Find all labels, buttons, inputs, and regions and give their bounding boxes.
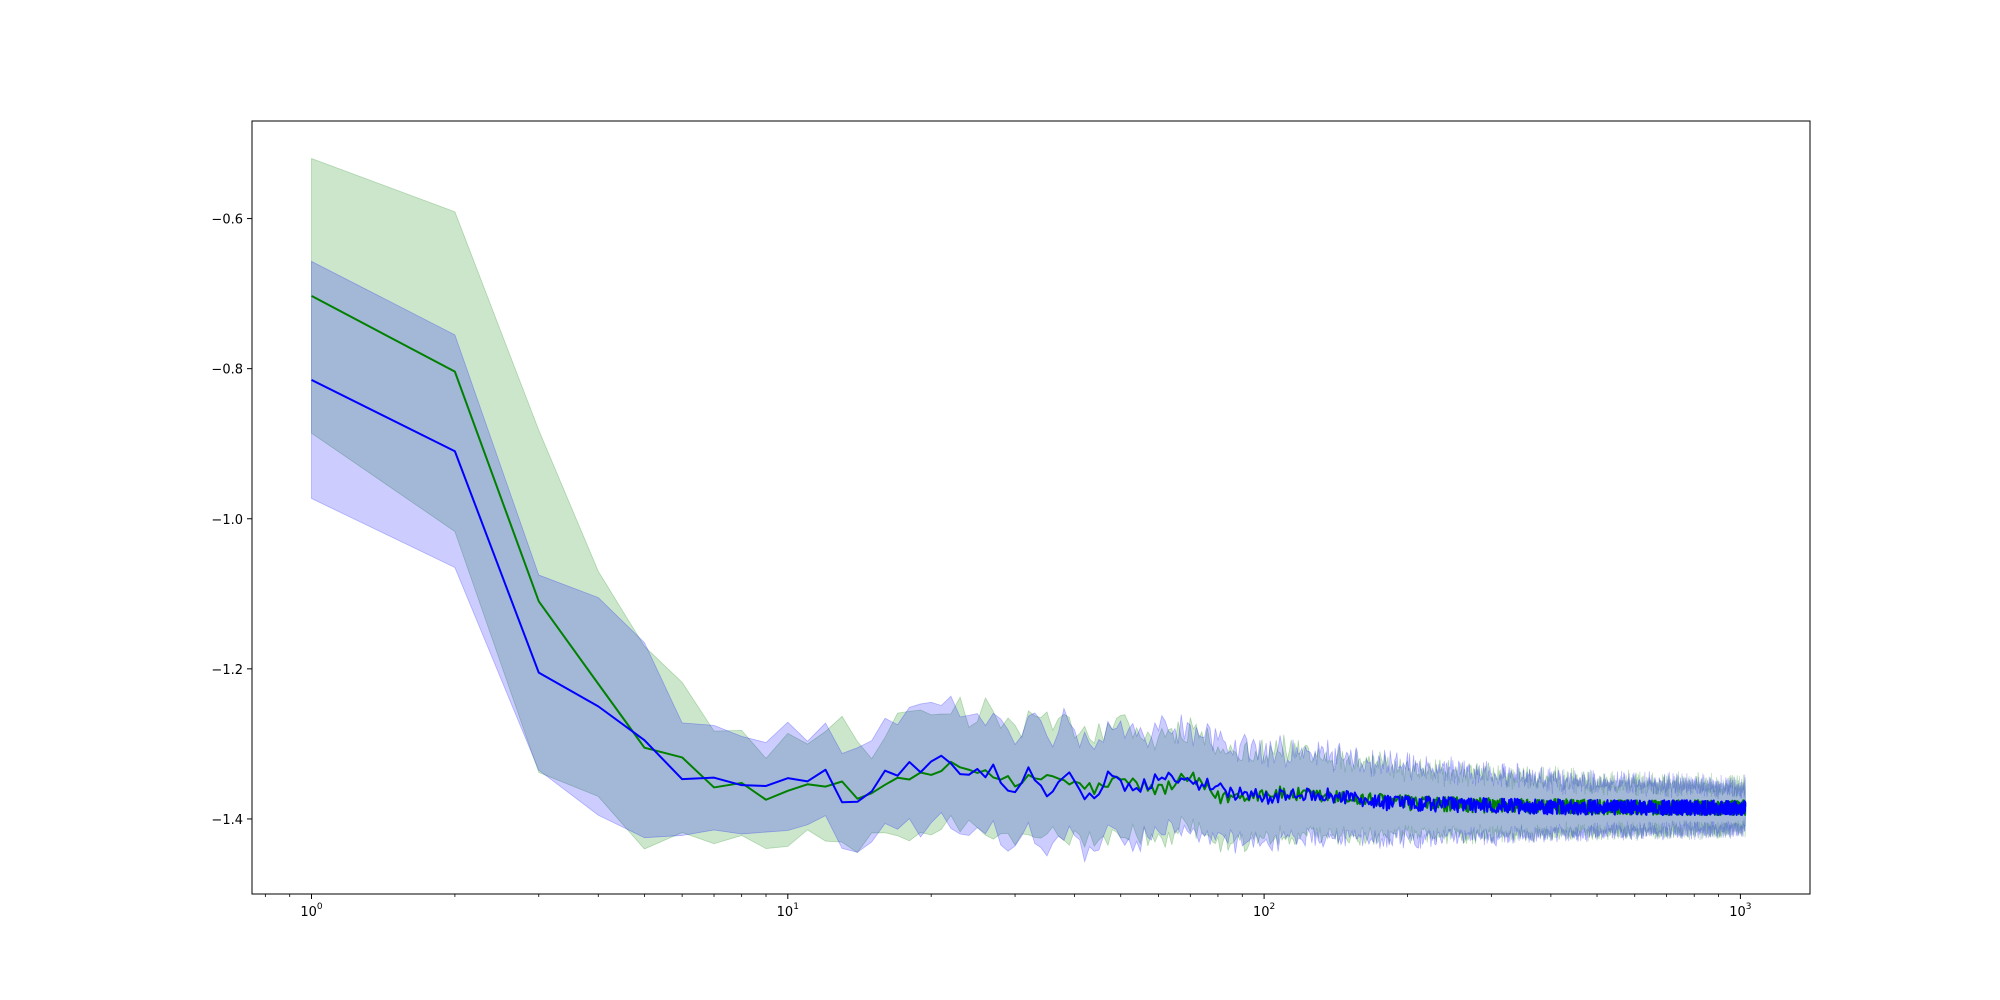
x-tick-label: 100 — [300, 902, 323, 920]
y-tick-label: −1.4 — [211, 813, 243, 828]
y-tick-label: −1.0 — [211, 513, 243, 528]
y-tick-label: −0.8 — [211, 363, 243, 378]
x-tick-base: 10 — [300, 905, 317, 920]
series-2-line — [311, 379, 1747, 817]
x-tick-label: 102 — [1253, 902, 1275, 920]
plot-area — [311, 157, 1747, 864]
axes-frame — [251, 120, 1811, 895]
x-tick-base: 10 — [1253, 905, 1270, 920]
x-tick-exponent: 1 — [793, 902, 799, 912]
x-tick-base: 10 — [1729, 905, 1746, 920]
x-tick-label: 103 — [1729, 902, 1751, 920]
series-1-band — [311, 157, 1746, 854]
y-tick-label: −0.6 — [211, 213, 243, 228]
x-tick-exponent: 2 — [1270, 902, 1276, 912]
x-tick-exponent: 0 — [317, 902, 323, 912]
x-tick-label: 101 — [777, 902, 799, 920]
y-tick-label: −1.2 — [211, 663, 243, 678]
x-tick-exponent: 3 — [1746, 902, 1752, 912]
x-tick-base: 10 — [777, 905, 794, 920]
series-2-band — [311, 260, 1746, 864]
